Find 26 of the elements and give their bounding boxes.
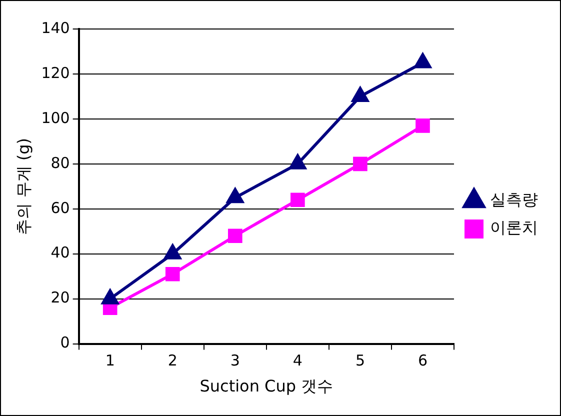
y-tick-label: 140	[41, 18, 70, 37]
point	[414, 53, 432, 68]
y-tick-label: 0	[60, 334, 70, 352]
y-tick-label: 100	[41, 108, 70, 127]
y-tick-label: 20	[50, 288, 70, 307]
x-tick-label: 6	[418, 352, 428, 370]
point	[165, 266, 180, 282]
y-tick-label: 60	[50, 198, 70, 217]
y-tick-label: 120	[41, 64, 70, 82]
point	[353, 156, 368, 172]
x-tick-label: 1	[105, 352, 115, 370]
x-tick-label: 5	[355, 352, 365, 370]
x-axis-title: Suction Cup 갯수	[200, 376, 334, 396]
point	[226, 188, 244, 204]
y-tick-label: 80	[50, 154, 70, 172]
point	[228, 228, 242, 244]
point	[352, 86, 369, 102]
x-tick-label: 2	[168, 352, 178, 370]
legend-label: 이론치	[490, 218, 538, 238]
point	[290, 192, 305, 208]
y-axis-title: 추의 무게 (g)	[14, 138, 33, 235]
point	[289, 154, 306, 170]
x-tick-label: 4	[292, 352, 302, 370]
x-tick-label: 3	[230, 352, 240, 370]
y-tick-label: 40	[50, 244, 70, 262]
legend-label: 실측량	[490, 190, 538, 210]
